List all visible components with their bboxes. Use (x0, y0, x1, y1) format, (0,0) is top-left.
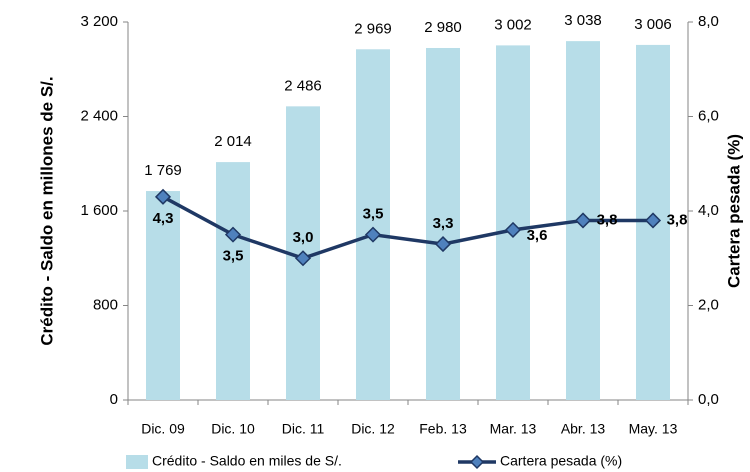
line-marker (574, 212, 592, 229)
y2-tick-label: 6,0 (698, 107, 719, 124)
line-value-label: 3,6 (527, 227, 548, 244)
legend-label: Cartera pesada (%) (500, 453, 622, 469)
line-value-label: 3,5 (363, 206, 384, 223)
y-tick-label: 0 (110, 391, 118, 408)
bar (216, 162, 250, 400)
y-axis-label: Crédito - Saldo en millones de S/. (37, 76, 56, 345)
bar-value-label: 1 769 (144, 162, 182, 179)
x-tick-label: Dic. 12 (351, 421, 395, 437)
line-value-label: 3,8 (667, 211, 688, 228)
bar-value-label: 3 038 (564, 12, 602, 29)
line-marker (364, 226, 382, 243)
y-tick-label: 1 600 (80, 202, 118, 219)
bar-value-label: 2 969 (354, 20, 392, 37)
x-tick-label: Feb. 13 (419, 421, 467, 437)
line-marker (224, 226, 242, 243)
line-value-label: 3,3 (433, 215, 454, 232)
y2-tick-label: 4,0 (698, 202, 719, 219)
bar (426, 47, 460, 401)
line-marker (154, 188, 172, 205)
x-tick-label: Dic. 09 (141, 421, 185, 437)
line-value-label: 3,5 (223, 248, 244, 265)
line (162, 195, 653, 261)
x-tick-label: Dic. 11 (282, 421, 325, 437)
y-tick-label: 800 (93, 296, 118, 313)
line-value-label: 4,3 (153, 210, 174, 227)
y2-tick-label: 8,0 (698, 13, 719, 30)
y-tick-label: 2 400 (80, 107, 118, 124)
x-tick-label: Mar. 13 (490, 421, 537, 437)
line-marker (294, 250, 312, 267)
legend-label: Crédito - Saldo en miles de S/. (152, 453, 342, 469)
legend-swatch (126, 455, 148, 469)
y2-axis-label: Cartera pesada (%) (724, 134, 743, 288)
bar-value-label: 2 980 (424, 19, 462, 36)
line-marker (504, 221, 522, 238)
bar-value-label: 3 006 (634, 16, 672, 33)
y-tick-label: 3 200 (80, 13, 118, 30)
line-marker (644, 212, 662, 229)
bar (146, 191, 180, 400)
legend-swatch (469, 454, 485, 470)
x-tick-label: May. 13 (629, 421, 678, 437)
line-value-label: 3,8 (597, 211, 618, 228)
bar-value-label: 2 486 (284, 77, 322, 94)
line-value-label: 3,0 (293, 229, 314, 246)
y2-tick-label: 2,0 (698, 296, 719, 313)
bar (356, 49, 390, 401)
bar-value-label: 3 002 (494, 16, 532, 33)
bar-value-label: 2 014 (214, 133, 252, 150)
x-tick-label: Dic. 10 (211, 421, 255, 437)
line-marker (434, 236, 452, 253)
y2-tick-label: 0,0 (698, 391, 719, 408)
x-tick-label: Abr. 13 (561, 421, 606, 437)
